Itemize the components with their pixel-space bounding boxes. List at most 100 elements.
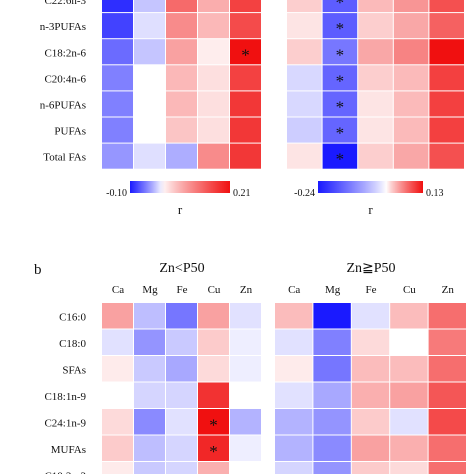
significance-star: * bbox=[209, 415, 218, 434]
heatmap-cell bbox=[102, 39, 133, 65]
heatmap-cell bbox=[134, 303, 165, 329]
heatmap-cell bbox=[351, 356, 390, 382]
heatmap-cell bbox=[275, 382, 313, 408]
heatmap-cell bbox=[198, 39, 229, 65]
row-label: C18:1n-9 bbox=[44, 391, 86, 403]
colorbar-title: r bbox=[178, 202, 183, 217]
heatmap-cell bbox=[275, 303, 313, 329]
heatmap-cell bbox=[390, 382, 428, 408]
heatmap-panel-top-left: C22:6n-3 n-3PUFAs C18:2n-6 C20:4n-6 n-6PUFAs… bbox=[40, 0, 261, 217]
heatmap-cell bbox=[275, 462, 313, 474]
heatmap-cell bbox=[230, 329, 261, 355]
heatmap-cell bbox=[166, 39, 197, 65]
heatmap-cell bbox=[322, 0, 358, 13]
significance-star: * bbox=[336, 150, 345, 169]
heatmap-cell bbox=[102, 143, 133, 169]
heatmap-cell bbox=[390, 303, 428, 329]
heatmap-cell bbox=[102, 435, 133, 461]
column-label: Fe bbox=[366, 284, 377, 296]
heatmap-cell bbox=[322, 117, 358, 143]
heatmap-cell bbox=[287, 91, 322, 117]
heatmap-cell bbox=[230, 382, 261, 408]
heatmap-cell bbox=[287, 0, 322, 13]
heatmap-cell bbox=[102, 91, 133, 117]
heatmap-cell bbox=[313, 356, 351, 382]
heatmap-cell bbox=[166, 409, 197, 435]
heatmap-cell bbox=[166, 143, 197, 169]
heatmap-cell bbox=[230, 303, 261, 329]
heatmap-cell bbox=[166, 91, 197, 117]
heatmap-cell bbox=[134, 409, 165, 435]
heatmap-cell bbox=[198, 382, 229, 408]
heatmap-cell bbox=[428, 382, 466, 408]
heatmap-cell bbox=[351, 462, 390, 474]
colorbar-min-label: -0.24 bbox=[294, 188, 315, 199]
heatmap-cell bbox=[429, 91, 464, 117]
heatmap-cell bbox=[393, 117, 429, 143]
heatmap-cell bbox=[198, 356, 229, 382]
heatmap-cell bbox=[429, 143, 464, 169]
heatmap-cell bbox=[134, 39, 165, 65]
row-label: C18:0 bbox=[59, 338, 86, 350]
heatmap-cell bbox=[198, 462, 229, 474]
heatmap-cell bbox=[166, 329, 197, 355]
heatmap-cell bbox=[390, 356, 428, 382]
heatmap-panel-b-left: C16:0 C18:0 SFAs C18:1n-9 C24:1n-9 MUFAs C18:3… bbox=[44, 261, 261, 474]
heatmap-cell bbox=[102, 303, 133, 329]
colorbar-min-label: -0.10 bbox=[106, 188, 127, 199]
heatmap-cell bbox=[313, 435, 351, 461]
heatmap-cell bbox=[393, 13, 429, 39]
heatmap-cell bbox=[322, 13, 358, 39]
heatmap-cell bbox=[134, 462, 165, 474]
heatmap-cell bbox=[166, 462, 197, 474]
heatmap-cell bbox=[198, 143, 229, 169]
heatmap-cell bbox=[102, 13, 133, 39]
row-label: C18:3n-3 bbox=[44, 470, 86, 474]
heatmap-cell bbox=[428, 435, 466, 461]
heatmap-cell bbox=[102, 462, 133, 474]
heatmap-cell bbox=[358, 39, 393, 65]
heatmap-cell bbox=[230, 462, 261, 474]
heatmap-cell bbox=[393, 0, 429, 13]
panel-title: Zn<P50 bbox=[159, 261, 204, 276]
heatmap-cell bbox=[166, 117, 197, 143]
row-label: n-6PUFAs bbox=[40, 99, 86, 111]
heatmap-cell bbox=[230, 435, 261, 461]
heatmap-cell bbox=[358, 117, 393, 143]
heatmap-cell bbox=[198, 65, 229, 91]
heatmap-cell bbox=[198, 13, 229, 39]
heatmap-cell bbox=[313, 303, 351, 329]
heatmap-cell bbox=[358, 0, 393, 13]
column-label: Ca bbox=[288, 284, 300, 296]
significance-star: * bbox=[336, 19, 345, 38]
heatmap-cell bbox=[390, 435, 428, 461]
significance-star: * bbox=[241, 45, 250, 64]
heatmap-cell bbox=[230, 143, 261, 169]
heatmap-cell bbox=[313, 329, 351, 355]
colorbar-max-label: 0.21 bbox=[233, 188, 251, 199]
heatmap-cell bbox=[351, 329, 390, 355]
heatmap-cell bbox=[393, 39, 429, 65]
heatmap-cell bbox=[322, 143, 358, 169]
heatmap-cell bbox=[166, 303, 197, 329]
heatmap-cell bbox=[230, 0, 261, 13]
colorbar bbox=[130, 181, 230, 193]
heatmap-cell bbox=[166, 0, 197, 13]
heatmap-cell bbox=[102, 65, 133, 91]
heatmap-cell bbox=[428, 409, 466, 435]
row-label: SFAs bbox=[62, 364, 86, 376]
row-label: C24:1n-9 bbox=[44, 417, 86, 429]
heatmap-cell bbox=[358, 91, 393, 117]
heatmap-cell bbox=[393, 65, 429, 91]
heatmap-cell bbox=[287, 39, 322, 65]
heatmap-cell bbox=[287, 13, 322, 39]
heatmap-cell bbox=[429, 13, 464, 39]
heatmap-cell bbox=[134, 65, 165, 91]
heatmap-cell bbox=[198, 0, 229, 13]
heatmap-cell bbox=[102, 382, 133, 408]
heatmap-cell bbox=[351, 303, 390, 329]
heatmap-cell bbox=[102, 117, 133, 143]
heatmap-cell bbox=[102, 356, 133, 382]
row-label: Total FAs bbox=[43, 152, 86, 164]
